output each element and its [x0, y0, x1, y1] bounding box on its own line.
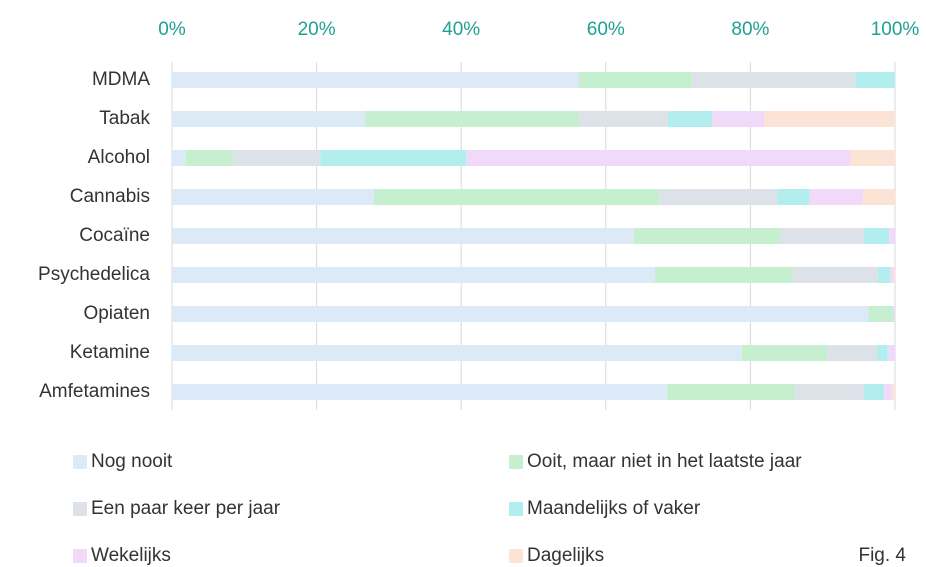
bar-segment [809, 189, 864, 205]
bar-segment [863, 228, 890, 244]
bar-segment [172, 150, 186, 166]
bar-segment [172, 189, 374, 205]
y-tick-label: Cannabis [70, 186, 150, 207]
bar-segment [877, 267, 890, 283]
y-tick-label: Cocaïne [79, 225, 150, 246]
bar-segment [793, 267, 878, 283]
x-tick-label: 60% [587, 19, 625, 40]
bar-segment [863, 384, 885, 400]
bar-segment [185, 150, 233, 166]
legend-label: Een paar keer per jaar [91, 498, 281, 519]
legend-label: Nog nooit [91, 451, 173, 472]
y-tick-label: Alcohol [88, 147, 150, 168]
bar-segment [795, 384, 864, 400]
y-tick-label: Ketamine [70, 342, 150, 363]
bar-segment [893, 267, 895, 283]
legend-label: Dagelijks [527, 545, 604, 566]
bar-segment [579, 111, 668, 127]
bar-segment [887, 345, 895, 361]
bar-segment [893, 306, 895, 322]
y-tick-label: Tabak [99, 108, 150, 129]
bar-segment [889, 228, 895, 244]
y-tick-label: Amfetamines [39, 381, 150, 402]
x-tick-label: 40% [442, 19, 480, 40]
legend-swatch [509, 455, 523, 469]
bar-segment [365, 111, 580, 127]
y-tick-label: MDMA [92, 69, 150, 90]
bar-segment [889, 267, 894, 283]
legend-swatch [73, 502, 87, 516]
bar-segment [172, 384, 668, 400]
x-tick-label: 0% [158, 19, 186, 40]
bar-segment [863, 189, 895, 205]
bar-segment [764, 111, 895, 127]
x-tick-label: 80% [731, 19, 769, 40]
bar-segment [884, 384, 893, 400]
x-tick-label: 100% [871, 19, 920, 40]
x-tick-label: 20% [298, 19, 336, 40]
bar-segment [633, 228, 781, 244]
bar-segment [172, 72, 580, 88]
bar-segment [712, 111, 765, 127]
bar-segment [172, 111, 366, 127]
bar-segment [320, 150, 467, 166]
bar-segment [579, 72, 692, 88]
bar-segment [172, 228, 634, 244]
bar-segment [667, 384, 796, 400]
bar-segment [780, 228, 864, 244]
bar-segment [868, 306, 893, 322]
bar-segment [667, 111, 713, 127]
bar-segment [232, 150, 321, 166]
bar-segment [741, 345, 828, 361]
y-tick-label: Psychedelica [38, 264, 150, 285]
bar-segment [172, 306, 869, 322]
legend-label: Ooit, maar niet in het laatste jaar [527, 451, 802, 472]
bar-segment [172, 267, 655, 283]
figure-label: Fig. 4 [858, 545, 906, 566]
legend-swatch [509, 502, 523, 516]
y-tick-label: Opiaten [83, 303, 150, 324]
bar-segment [850, 150, 895, 166]
legend-swatch [509, 549, 523, 563]
bar-segment [855, 72, 895, 88]
bar-segment [659, 189, 778, 205]
bar-segment [777, 189, 810, 205]
bar-segment [373, 189, 660, 205]
bar-segment [172, 345, 742, 361]
bar-segment [466, 150, 851, 166]
bar-segment [892, 384, 895, 400]
bar-segment [654, 267, 794, 283]
bar-segment [876, 345, 888, 361]
legend-label: Wekelijks [91, 545, 171, 566]
bar-segment [892, 306, 894, 322]
legend-label: Maandelijks of vaker [527, 498, 701, 519]
legend-swatch [73, 455, 87, 469]
bar-segment [691, 72, 856, 88]
legend-swatch [73, 549, 87, 563]
bar-segment [894, 306, 895, 322]
bar-segment [827, 345, 877, 361]
